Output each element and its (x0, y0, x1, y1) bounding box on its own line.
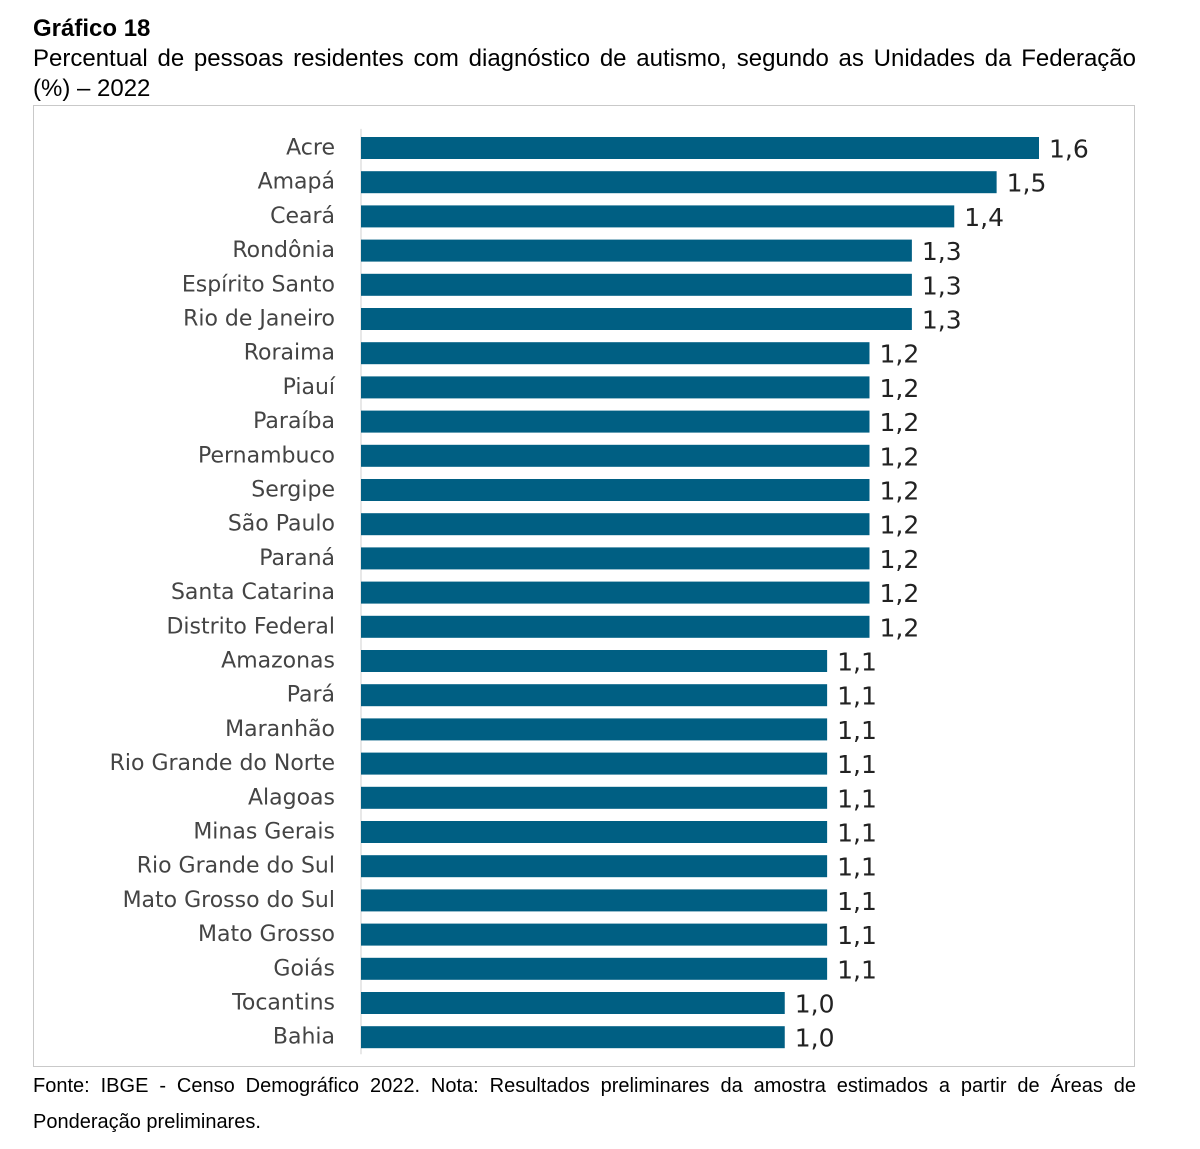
category-label: Mato Grosso do Sul (123, 888, 335, 913)
category-label: Amazonas (221, 649, 335, 674)
bar (361, 479, 870, 501)
category-label: Distrito Federal (166, 614, 335, 639)
category-label: Santa Catarina (171, 580, 335, 605)
bar (361, 444, 870, 467)
category-label: Alagoas (248, 785, 335, 810)
value-label: 1,2 (880, 511, 920, 540)
value-label: 1,1 (837, 750, 877, 779)
category-label: Paraíba (253, 409, 335, 434)
category-label: Paraná (259, 546, 335, 571)
category-label: Minas Gerais (193, 820, 335, 845)
chart-title: Percentual de pessoas residentes com dia… (33, 45, 1136, 102)
bar (361, 752, 828, 775)
value-label: 1,3 (922, 306, 962, 335)
value-label: 1,1 (837, 921, 877, 950)
category-label: Rio de Janeiro (183, 307, 335, 332)
value-label: 1,2 (880, 545, 920, 574)
value-label: 1,3 (922, 271, 962, 300)
category-label: Goiás (273, 956, 335, 981)
bar (361, 821, 828, 843)
value-label: 1,2 (880, 442, 920, 471)
category-label: Rio Grande do Norte (110, 751, 335, 776)
value-label: 1,2 (880, 579, 920, 608)
category-label: Tocantins (231, 991, 335, 1016)
bar (361, 786, 828, 809)
bar (361, 1026, 785, 1049)
category-label: Maranhão (225, 717, 335, 742)
category-label: Sergipe (251, 478, 335, 503)
value-label: 1,1 (837, 819, 877, 848)
value-label: 1,2 (880, 613, 920, 642)
value-label: 1,1 (837, 955, 877, 984)
category-label: Roraima (244, 341, 335, 366)
category-label: Pernambuco (198, 443, 335, 468)
category-label: Pará (287, 683, 335, 708)
bar (361, 308, 912, 330)
bar (361, 992, 785, 1014)
category-label: Espírito Santo (182, 272, 335, 297)
category-label: Ceará (270, 204, 335, 229)
value-label: 1,1 (837, 716, 877, 745)
value-label: 1,1 (837, 784, 877, 813)
bar (361, 923, 828, 946)
value-label: 1,2 (880, 340, 920, 369)
value-label: 1,1 (837, 682, 877, 711)
value-label: 1,3 (922, 237, 962, 266)
bar (361, 205, 955, 228)
category-label: Piauí (283, 375, 336, 400)
category-label: São Paulo (228, 512, 335, 537)
bar (361, 718, 828, 741)
category-label: Rondônia (232, 238, 335, 263)
value-label: 1,4 (964, 203, 1004, 232)
value-label: 1,6 (1049, 135, 1089, 164)
value-label: 1,1 (837, 887, 877, 916)
bar (361, 889, 828, 912)
chart-area: Acre 1,6 Amapá 1,5 Ceará 1,4 Rondônia 1,3 Espíri… (33, 105, 1135, 1067)
value-label: 1,2 (880, 477, 920, 506)
bar (361, 273, 912, 296)
bar (361, 376, 870, 399)
category-label: Mato Grosso (198, 922, 335, 947)
value-label: 1,5 (1007, 169, 1047, 198)
bar (361, 855, 828, 878)
bar (361, 581, 870, 604)
bar (361, 650, 828, 672)
value-label: 1,0 (795, 990, 835, 1019)
chart-heading: Gráfico 18 Percentual de pessoas residen… (33, 14, 1136, 104)
value-label: 1,1 (837, 648, 877, 677)
value-label: 1,0 (795, 1024, 835, 1053)
bar (361, 171, 997, 194)
source-note: Fonte: IBGE - Censo Demográfico 2022. No… (33, 1075, 1136, 1133)
value-label: 1,2 (880, 374, 920, 403)
value-label: 1,1 (837, 853, 877, 882)
category-label: Amapá (258, 170, 335, 195)
bar (361, 239, 912, 262)
bar (361, 684, 828, 707)
value-label: 1,2 (880, 408, 920, 437)
bar (361, 342, 870, 365)
bar (361, 513, 870, 536)
category-label: Rio Grande do Sul (137, 854, 335, 879)
bar-chart: Acre 1,6 Amapá 1,5 Ceará 1,4 Rondônia 1,3 Espíri… (110, 128, 1089, 1055)
figure-label: Gráfico 18 (33, 15, 151, 42)
bar (361, 615, 870, 638)
bar (361, 410, 870, 433)
bar (361, 137, 1039, 159)
bar (361, 547, 870, 570)
category-label: Acre (286, 136, 335, 161)
bar (361, 957, 828, 980)
category-label: Bahia (273, 1025, 335, 1050)
